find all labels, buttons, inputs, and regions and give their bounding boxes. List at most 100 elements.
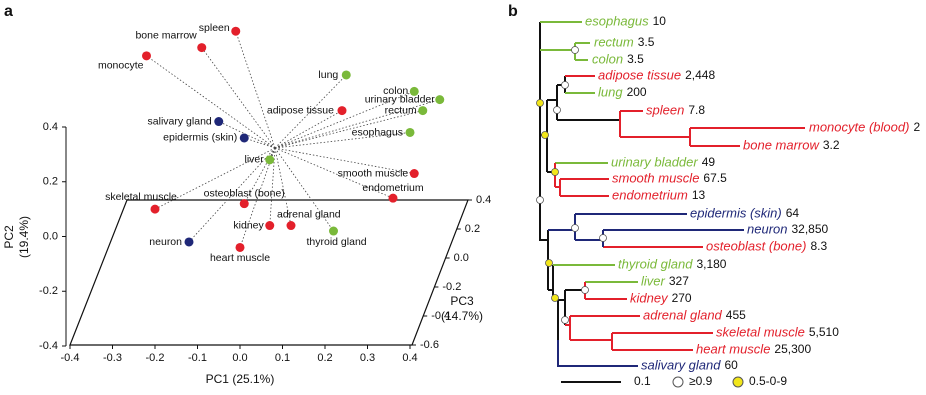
legend-label: ≥0.9 [689, 374, 713, 388]
y-axis-title: (19.4%) [17, 216, 31, 258]
leaf-name: liver [641, 273, 666, 288]
point [142, 51, 151, 61]
drop-line [274, 110, 343, 149]
z-tick-label: 0.4 [476, 194, 491, 206]
leaf-count: 3.2 [823, 138, 840, 152]
leaf-name: adipose tissue [598, 67, 681, 82]
leaf-count: 10 [653, 14, 667, 28]
leaf-count: 200 [627, 85, 647, 99]
y-axis-title: PC2 [2, 225, 16, 249]
z-tick-label: 0.0 [454, 252, 469, 264]
leaf-count: 8.3 [810, 239, 827, 253]
point-label: kidney [233, 219, 264, 231]
point-label: endometrium [362, 182, 424, 194]
point [435, 95, 445, 105]
point-label: neuron [149, 236, 182, 248]
z-tick-label: -0.2 [442, 281, 461, 293]
point [341, 70, 351, 80]
x-tick-label: -0.1 [188, 352, 207, 364]
point [286, 221, 296, 231]
leaf-name: esophagus [585, 13, 649, 28]
leaf-count: 3.5 [638, 35, 655, 49]
leaf-count: 64 [786, 206, 800, 220]
leaf-name: salivary gland [641, 357, 721, 372]
leaf-count: 60 [725, 358, 739, 372]
leaf-name: lung [598, 84, 623, 99]
z-tick-label: -0.6 [420, 339, 439, 351]
leaf-name: rectum [594, 34, 634, 49]
leaf-count: 25,300 [774, 342, 811, 356]
x-tick-label: 0.3 [360, 352, 375, 364]
point-label: epidermis (skin) [163, 132, 237, 144]
x-tick-label: 0.2 [317, 352, 332, 364]
y-tick-label: -0.2 [39, 285, 58, 297]
leaf-name: heart muscle [696, 341, 770, 356]
leaf-count: 327 [669, 274, 689, 288]
point [265, 155, 275, 165]
point-label: bone marrow [135, 29, 197, 41]
point-label: salivary gland [148, 115, 212, 127]
leaf-name: adrenal gland [643, 307, 723, 322]
x-tick-label: -0.3 [103, 352, 122, 364]
leaf-count: 32,850 [791, 222, 828, 236]
leaf-name: epidermis (skin) [690, 205, 782, 220]
x-tick-label: 0.1 [275, 352, 290, 364]
leaf-count: 67.5 [703, 171, 727, 185]
leaf-name: osteoblast (bone) [706, 238, 806, 253]
leaf-name: urinary bladder [611, 154, 698, 169]
point-label: thyroid gland [307, 236, 367, 248]
legend-label: 0.1 [634, 374, 651, 388]
x-tick-label: 0.4 [402, 352, 417, 364]
leaf-count: 13 [692, 188, 706, 202]
point-label: osteoblast (bone) [204, 187, 285, 199]
leaf-count: 270 [672, 291, 692, 305]
leaf-name: skeletal muscle [716, 324, 805, 339]
z-axis-title: PC3 [450, 294, 474, 308]
z-axis-title: (14.7%) [441, 309, 483, 323]
legend: 0.1 ≥0.9 0.5-0-9 [561, 374, 787, 388]
point [418, 106, 428, 116]
drop-line [154, 147, 276, 210]
point [214, 117, 224, 127]
point-label: lung [318, 69, 338, 81]
point [265, 221, 275, 231]
z-tick-label: 0.2 [465, 223, 480, 235]
drop-line [274, 147, 394, 199]
drop-line [269, 147, 276, 226]
y-tick-label: 0.2 [43, 176, 58, 188]
point [150, 204, 160, 214]
z-tick-label: -0.4 [431, 310, 450, 322]
panel-label: a [4, 3, 13, 20]
point [184, 237, 194, 247]
drop-line [274, 74, 347, 149]
point [337, 106, 347, 116]
point-label: skeletal muscle [105, 191, 177, 203]
drop-line [274, 147, 292, 226]
point-label: rectum [385, 104, 417, 116]
leaf-count: 7.8 [688, 103, 705, 117]
drop-line [274, 147, 415, 174]
point-label: adipose tissue [267, 104, 334, 116]
leaf-name: colon [592, 51, 623, 66]
point [235, 242, 245, 252]
drop-line [274, 147, 334, 232]
x-axis-title: PC1 (25.1%) [206, 372, 275, 386]
point-label: heart muscle [210, 252, 270, 264]
point-label: smooth muscle [338, 167, 409, 179]
point-label: adrenal gland [277, 208, 341, 220]
y-tick-label: 0.0 [43, 230, 58, 242]
drop-line [188, 147, 276, 243]
y-tick-label: -0.4 [39, 340, 58, 352]
leaf-name: smooth muscle [612, 170, 699, 185]
x-tick-label: -0.2 [146, 352, 165, 364]
leaf-count: 49 [702, 155, 716, 169]
drop-line [235, 31, 276, 149]
leaf-count: 2 [913, 120, 920, 134]
leaf-name: bone marrow [743, 137, 820, 152]
x-tick-label: 0.0 [232, 352, 247, 364]
legend-symbol [672, 376, 684, 388]
point [197, 43, 207, 53]
point-label: urinary bladder [365, 93, 436, 105]
leaf-count: 3.5 [627, 52, 644, 66]
